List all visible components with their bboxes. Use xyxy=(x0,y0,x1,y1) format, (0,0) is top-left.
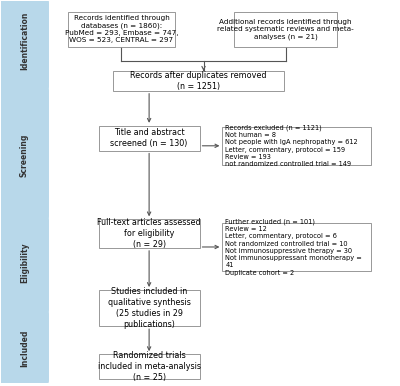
Text: Included: Included xyxy=(20,330,29,367)
Text: Records excluded (n = 1121)
Not human = 8
Not people with IgA nephropathy = 612
: Records excluded (n = 1121) Not human = … xyxy=(226,124,358,167)
Text: Title and abstract
screened (n = 130): Title and abstract screened (n = 130) xyxy=(110,128,188,148)
FancyBboxPatch shape xyxy=(0,309,49,385)
Text: Further excluded (n = 101)
Review = 12
Letter, commentary, protocol = 6
Not rand: Further excluded (n = 101) Review = 12 L… xyxy=(226,218,362,276)
FancyBboxPatch shape xyxy=(0,216,49,315)
FancyBboxPatch shape xyxy=(99,290,200,326)
Text: Studies included in
qualitative synthesis
(25 studies in 29
publications): Studies included in qualitative synthesi… xyxy=(108,288,190,329)
Text: Full-text articles assessed
for eligibility
(n = 29): Full-text articles assessed for eligibil… xyxy=(97,218,201,249)
FancyBboxPatch shape xyxy=(99,219,200,248)
Text: Randomized trials
included in meta-analysis
(n = 25): Randomized trials included in meta-analy… xyxy=(98,351,201,382)
FancyBboxPatch shape xyxy=(114,71,284,91)
FancyBboxPatch shape xyxy=(68,12,175,47)
Text: Additional records identified through
related systematic reviews and meta-
analy: Additional records identified through re… xyxy=(217,19,354,40)
FancyBboxPatch shape xyxy=(99,354,200,379)
Text: Eligibility: Eligibility xyxy=(20,242,29,283)
Text: Records identified through
databases (n = 1860):
PubMed = 293, Embase = 747,
WOS: Records identified through databases (n … xyxy=(65,15,178,44)
FancyBboxPatch shape xyxy=(222,127,371,165)
FancyBboxPatch shape xyxy=(0,86,49,221)
Text: Records after duplicates removed
(n = 1251): Records after duplicates removed (n = 12… xyxy=(130,71,267,91)
FancyBboxPatch shape xyxy=(222,223,371,271)
FancyBboxPatch shape xyxy=(234,12,337,47)
Text: Screening: Screening xyxy=(20,134,29,177)
FancyBboxPatch shape xyxy=(0,0,49,91)
Text: Identification: Identification xyxy=(20,12,29,70)
FancyBboxPatch shape xyxy=(99,126,200,151)
